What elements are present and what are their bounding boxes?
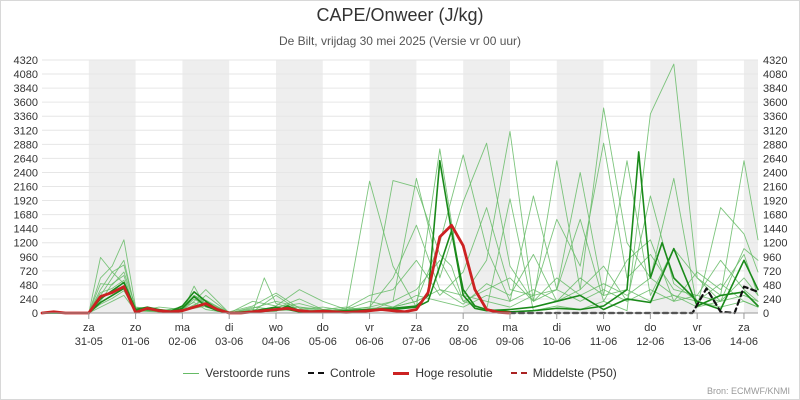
y-tick-label-left-14: 3360: [14, 111, 38, 123]
series-line-0: [40, 223, 512, 315]
x-tick-day-4: wo: [268, 322, 283, 334]
y-tick-label-right-5: 1200: [763, 238, 787, 250]
y-tick-label-right-15: 3600: [763, 97, 787, 109]
y-tick-label-left-11: 2640: [14, 153, 38, 165]
y-tick-label-left-18: 4320: [14, 55, 38, 67]
x-tick-date-4: 04-06: [262, 336, 290, 348]
x-tick-day-13: vr: [693, 322, 703, 334]
source-credit: Bron: ECMWF/KNMI: [706, 386, 790, 396]
y-tick-label-left-3: 720: [20, 266, 38, 278]
chart-title: CAPE/Onweer (J/kg): [316, 5, 484, 25]
y-tick-label-left-1: 240: [20, 294, 38, 306]
y-tick-label-right-3: 720: [763, 266, 781, 278]
x-tick-day-10: di: [552, 322, 561, 334]
y-tick-label-right-14: 3360: [763, 111, 787, 123]
y-tick-label-right-12: 2880: [763, 139, 787, 151]
y-tick-label-right-9: 2160: [763, 182, 787, 194]
x-tick-day-6: vr: [365, 322, 375, 334]
x-tick-day-8: zo: [457, 322, 469, 334]
x-tick-date-0: 31-05: [75, 336, 103, 348]
legend-label-median: Middelste (P50): [532, 366, 617, 380]
x-tick-date-11: 11-06: [590, 336, 617, 348]
legend-item-median[interactable]: Middelste (P50): [510, 366, 617, 380]
series-lines: [40, 63, 760, 315]
y-tick-label-right-11: 2640: [763, 153, 787, 165]
legend-swatch-control: [307, 372, 324, 374]
y-tick-label-left-17: 4080: [14, 69, 38, 81]
x-tick-date-1: 01-06: [122, 336, 150, 348]
y-tick-label-right-7: 1680: [763, 210, 787, 222]
y-tick-label-right-13: 3120: [763, 125, 787, 137]
y-tick-label-left-9: 2160: [14, 182, 38, 194]
y-tick-label-right-4: 960: [763, 252, 781, 264]
x-tick-date-2: 02-06: [168, 336, 196, 348]
y-tick-label-left-6: 1440: [14, 224, 38, 236]
x-tick-day-3: di: [225, 322, 234, 334]
y-tick-label-right-2: 480: [763, 280, 781, 292]
legend-swatch-median: [510, 372, 527, 374]
legend: Verstoorde runs Controle Hoge resolutie …: [0, 366, 800, 380]
x-tick-date-7: 07-06: [402, 336, 430, 348]
y-tick-label-left-7: 1680: [14, 210, 38, 222]
y-tick-label-left-4: 960: [20, 252, 38, 264]
x-tick-date-3: 03-06: [215, 336, 243, 348]
x-tick-day-14: za: [738, 322, 751, 334]
y-tick-label-left-2: 480: [20, 280, 38, 292]
x-tick-day-1: zo: [130, 322, 142, 334]
x-tick-date-13: 13-06: [683, 336, 711, 348]
y-tick-label-right-6: 1440: [763, 224, 787, 236]
x-tick-date-9: 09-06: [496, 336, 524, 348]
y-tick-label-left-16: 3840: [14, 83, 38, 95]
x-tick-date-14: 14-06: [730, 336, 758, 348]
y-tick-label-right-1: 240: [763, 294, 781, 306]
x-tick-day-0: za: [83, 322, 96, 334]
legend-item-control[interactable]: Controle: [307, 366, 376, 380]
x-tick-date-5: 05-06: [309, 336, 337, 348]
y-tick-label-left-13: 3120: [14, 125, 38, 137]
y-tick-label-right-17: 4080: [763, 69, 787, 81]
x-tick-day-2: ma: [175, 322, 191, 334]
grid-lines: [42, 59, 758, 314]
legend-item-hires[interactable]: Hoge resolutie: [393, 366, 493, 380]
x-tick-day-12: do: [644, 322, 656, 334]
x-tick-date-8: 08-06: [449, 336, 477, 348]
y-tick-label-left-8: 1920: [14, 196, 38, 208]
y-tick-label-right-8: 1920: [763, 196, 787, 208]
y-tick-label-left-0: 0: [32, 308, 38, 320]
y-tick-label-left-15: 3600: [14, 97, 38, 109]
x-tick-date-10: 10-06: [543, 336, 571, 348]
x-tick-day-7: za: [411, 322, 424, 334]
y-tick-label-right-18: 4320: [763, 55, 787, 67]
x-tick-day-5: do: [317, 322, 329, 334]
legend-swatch-ensemble: [183, 372, 200, 374]
chart-subtitle: De Bilt, vrijdag 30 mei 2025 (Versie vr …: [278, 34, 522, 48]
x-tick-date-6: 06-06: [356, 336, 384, 348]
y-tick-label-right-16: 3840: [763, 83, 787, 95]
legend-label-ensemble: Verstoorde runs: [205, 366, 290, 380]
x-tick-day-11: wo: [596, 322, 611, 334]
legend-item-ensemble[interactable]: Verstoorde runs: [183, 366, 290, 380]
x-tick-day-9: ma: [502, 322, 518, 334]
legend-label-control: Controle: [329, 366, 376, 380]
y-tick-label-left-12: 2880: [14, 139, 38, 151]
legend-swatch-hires: [393, 371, 410, 375]
y-tick-label-left-5: 1200: [14, 238, 38, 250]
legend-label-hires: Hoge resolutie: [415, 366, 493, 380]
x-tick-date-12: 12-06: [636, 336, 664, 348]
y-tick-label-right-0: 0: [763, 308, 769, 320]
series-line-8: [41, 142, 759, 314]
y-tick-label-right-10: 2400: [763, 167, 787, 179]
y-tick-label-left-10: 2400: [14, 167, 38, 179]
axes: 0 0 240 240 480 480 720 720 960 960 1200 1200 1440 14…: [14, 55, 788, 348]
